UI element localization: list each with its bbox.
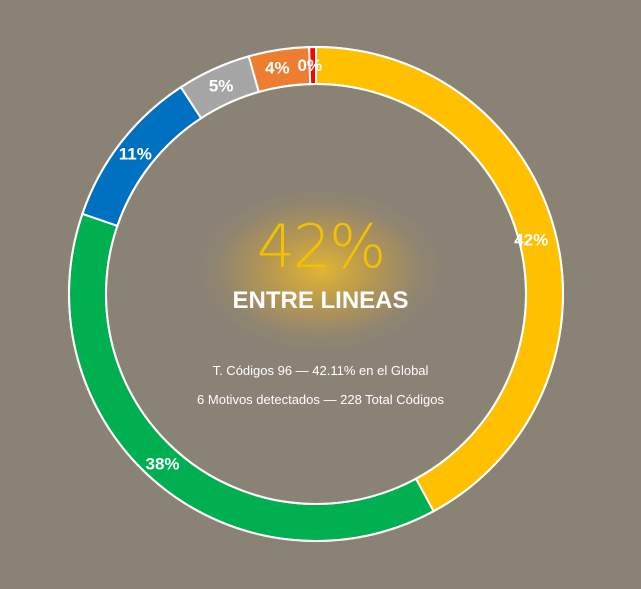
slice-label: 0% [298,56,323,75]
center-title: ENTRE LINEAS [232,287,409,314]
donut-slices [68,45,564,542]
center-info-line-2: 6 Motivos detectados — 228 Total Códigos [197,392,444,407]
center-percent: 42% [256,212,386,282]
slice-label: 38% [146,454,180,473]
donut-inner-outline [105,83,527,505]
donut-labels: 42% 38% 11% 5% 4% 0% [119,56,548,473]
donut-outer-outline [68,46,564,542]
slice-label: 5% [209,77,234,96]
slice-label: 11% [119,144,152,163]
center-info-line-1: T. Códigos 96 — 42.11% en el Global [212,363,429,378]
center-glow [200,190,440,350]
slice-label: 42% [514,231,548,250]
slice-label: 4% [265,59,290,78]
